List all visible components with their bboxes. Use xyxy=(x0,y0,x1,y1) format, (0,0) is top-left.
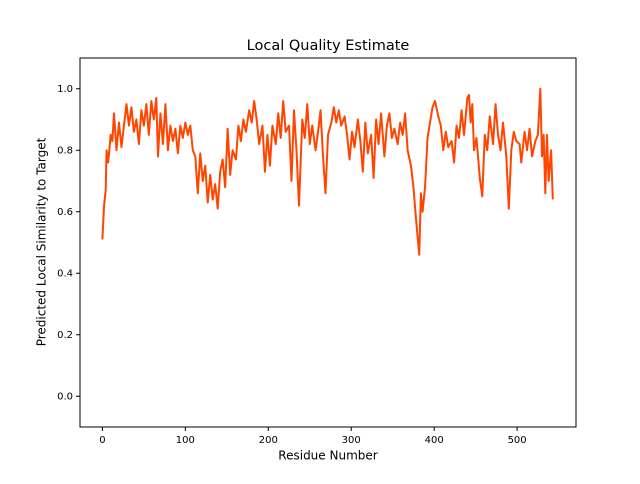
x-tick-label: 400 xyxy=(425,435,444,446)
y-axis-label: Predicted Local Similarity to Target xyxy=(35,137,49,346)
y-tick-label: 0.2 xyxy=(57,330,73,341)
x-tick-label: 100 xyxy=(176,435,195,446)
x-tick-label: 300 xyxy=(342,435,361,446)
y-tick-label: 0.6 xyxy=(57,207,73,218)
plot-frame xyxy=(79,57,577,428)
y-tick-label: 1.0 xyxy=(57,84,73,95)
y-tick-label: 0.8 xyxy=(57,145,73,156)
x-tick-label: 500 xyxy=(508,435,527,446)
y-tick-label: 0.0 xyxy=(57,391,73,402)
x-tick-label: 0 xyxy=(99,435,105,446)
data-line xyxy=(101,87,554,256)
x-tick-label: 200 xyxy=(259,435,278,446)
chart-title: Local Quality Estimate xyxy=(247,38,410,54)
y-tick-label: 0.4 xyxy=(57,268,73,279)
x-axis-label: Residue Number xyxy=(278,449,377,463)
